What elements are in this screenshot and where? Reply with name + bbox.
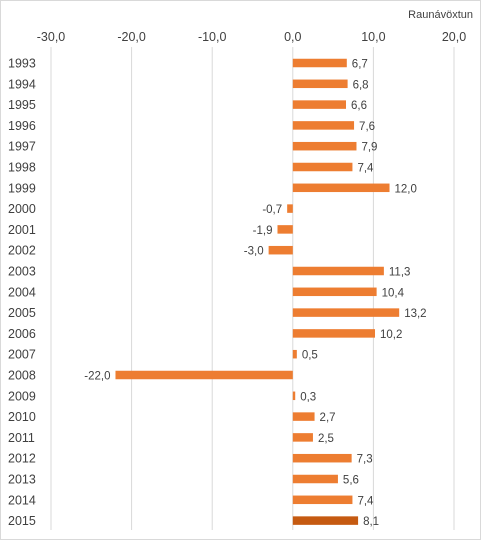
bar-2007	[292, 349, 297, 359]
bar-2002	[268, 245, 293, 255]
bar-2015	[292, 516, 359, 525]
bar-2005	[292, 308, 400, 317]
category-label: 2011	[8, 431, 35, 445]
x-axis-title: Raunávöxtun	[408, 9, 473, 21]
data-label: 0,3	[300, 391, 316, 403]
bar-1993	[292, 58, 347, 68]
category-label: 2015	[8, 514, 36, 528]
data-label: 7,9	[361, 142, 377, 154]
bar-1996	[292, 121, 355, 130]
data-label: -1,9	[253, 225, 273, 237]
category-label: 2003	[8, 265, 36, 279]
category-label: 1998	[8, 161, 36, 175]
x-tick-label: -30,0	[37, 30, 66, 44]
data-label: 11,3	[389, 267, 411, 279]
bar-1999	[292, 183, 390, 193]
data-label: 13,2	[404, 308, 426, 320]
data-label: 12,0	[395, 183, 417, 195]
data-label: 6,7	[352, 59, 368, 71]
bars	[115, 58, 400, 525]
bar-2014	[292, 495, 353, 505]
category-label: 2000	[8, 202, 36, 216]
bar-2003	[292, 266, 384, 276]
category-label: 2013	[8, 473, 36, 487]
bar-2006	[292, 329, 376, 338]
x-tick-label: -10,0	[198, 30, 227, 44]
bar-2013	[292, 474, 338, 484]
data-label: 5,6	[343, 475, 359, 487]
data-label: 8,1	[363, 516, 379, 528]
data-label: 6,6	[351, 100, 367, 112]
category-label: 2014	[8, 493, 36, 507]
bar-2001	[277, 225, 293, 234]
x-tick-label: 0,0	[284, 30, 301, 44]
data-label: -0,7	[262, 204, 282, 216]
data-label: 7,6	[359, 121, 375, 133]
x-tick-label: 10,0	[361, 30, 385, 44]
data-label: 7,4	[357, 495, 374, 507]
bar-1998	[292, 162, 353, 172]
category-label: 1993	[8, 57, 36, 71]
category-label: 2012	[8, 452, 36, 466]
x-tick-label: -20,0	[117, 30, 146, 44]
data-label: 6,8	[353, 79, 369, 91]
category-label: 2006	[8, 327, 36, 341]
category-label: 1997	[8, 140, 36, 154]
category-label: 1994	[8, 77, 36, 91]
bar-2010	[292, 412, 315, 421]
category-label: 2002	[8, 244, 36, 258]
bar-2009	[292, 391, 296, 401]
data-label: 10,2	[380, 329, 402, 341]
category-label: 2005	[8, 306, 36, 320]
data-label: -3,0	[244, 246, 264, 258]
bar-1997	[292, 141, 357, 151]
category-label: 1999	[8, 181, 36, 195]
data-label: 2,7	[320, 412, 336, 424]
x-axis-ticks: -30,0 -20,0 -10,0 0,0 10,0 20,0	[37, 30, 466, 44]
bar-2011	[292, 433, 313, 442]
data-labels: 6,7 6,8 6,6 7,6 7,9 7,4 12,0 -0,7 -1,9 -3,0 11,3 10…	[84, 59, 426, 529]
bar-2012	[292, 453, 352, 463]
category-label: 2010	[8, 410, 36, 424]
category-label: 2001	[8, 223, 36, 237]
x-tick-label: 20,0	[442, 30, 466, 44]
bar-1994	[292, 79, 348, 89]
data-label: 7,3	[357, 454, 373, 466]
data-label: -22,0	[84, 371, 110, 383]
category-label: 2004	[8, 285, 36, 299]
category-label: 2008	[8, 369, 36, 383]
category-labels: 1993 1994 1995 1996 1997 1998 1999 2000 2001 2002…	[8, 57, 36, 529]
bar-1995	[292, 100, 346, 109]
bar-2004	[292, 287, 377, 297]
category-label: 2007	[8, 348, 36, 362]
category-label: 2009	[8, 389, 36, 403]
bar-2000	[287, 204, 293, 213]
data-label: 0,5	[302, 350, 318, 362]
data-label: 7,4	[357, 163, 374, 175]
bar-2008	[115, 370, 293, 380]
category-label: 1995	[8, 98, 36, 112]
data-label: 2,5	[318, 433, 334, 445]
data-label: 10,4	[382, 287, 405, 299]
category-label: 1996	[8, 119, 36, 133]
